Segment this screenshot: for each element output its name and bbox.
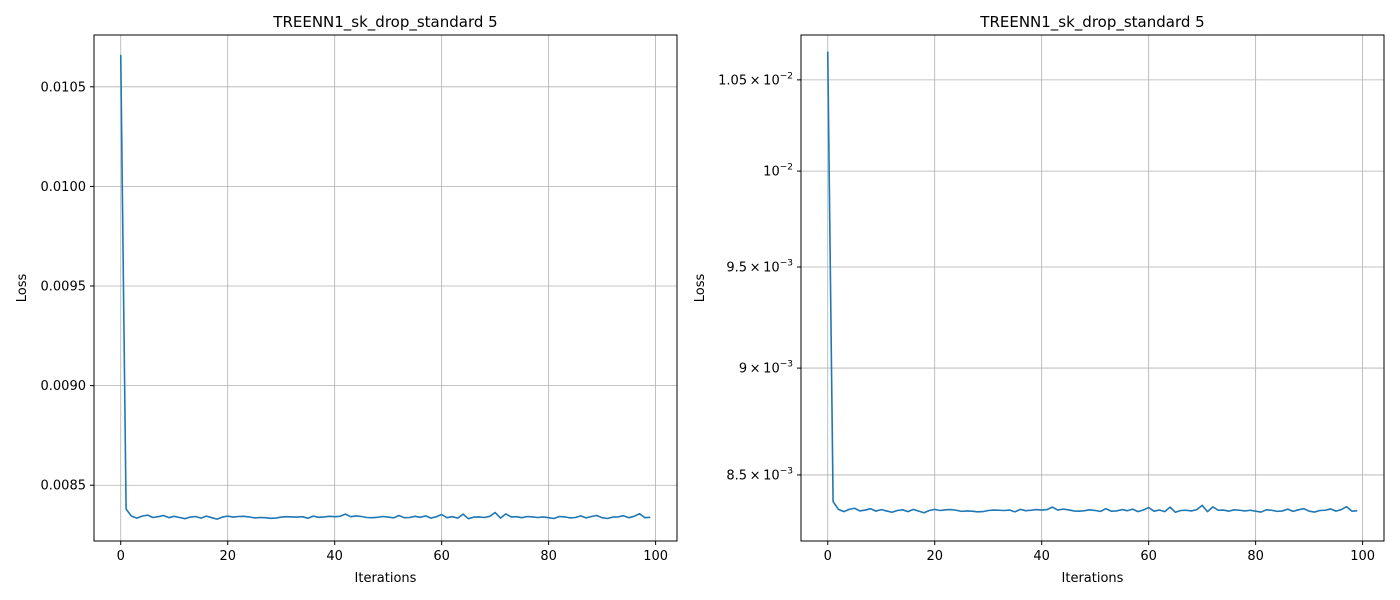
right-chart-plot-frame: [800, 34, 1385, 542]
left-chart-series-group: [119, 54, 651, 520]
left-chart-panel: 0 20 40 60 80 100 0.0085 0.0090 0.0095 0.0100 0.01…: [15, 13, 678, 586]
left-chart-x-tick-label: 0: [117, 549, 125, 564]
left-chart-title: TREENN1_sk_drop_standard 5: [272, 13, 497, 32]
right-chart-x-tick-label: 100: [1350, 549, 1375, 564]
right-chart-y-tick-label: 9 × 10−3: [739, 360, 793, 377]
left-chart-y-tick-label: 0.0085: [41, 479, 87, 494]
right-chart-series-group: [826, 51, 1358, 514]
right-chart-x-tick-label: 40: [1033, 549, 1050, 564]
left-chart-plot-frame: [93, 34, 678, 542]
left-chart-y-tick-label: 0.0105: [41, 80, 87, 95]
left-chart-y-tick-label: 0.0095: [41, 280, 87, 295]
left-chart-ticks: 0 20 40 60 80 100 0.0085 0.0090 0.0095 0.0100 0.01…: [41, 80, 669, 564]
right-chart-title: TREENN1_sk_drop_standard 5: [979, 13, 1204, 32]
right-chart-y-tick-label: 9.5 × 10−3: [726, 258, 793, 275]
right-chart-y-axis-label: Loss: [693, 274, 708, 303]
left-chart-x-tick-label: 20: [219, 549, 236, 564]
left-chart-x-tick-label: 60: [433, 549, 450, 564]
left-chart-x-axis-label: Iterations: [355, 571, 417, 586]
right-chart-y-tick-label: 1.05 × 10−2: [718, 71, 793, 88]
left-chart-loss-series-line: [119, 54, 651, 520]
left-chart-x-tick-label: 80: [540, 549, 557, 564]
right-chart-ticks: 0 20 40 60 80 100 8.5 × 10−3 9 × 10−3 9.5 × 10−3…: [718, 71, 1375, 564]
right-chart-y-tick-label: 8.5 × 10−3: [726, 466, 793, 483]
left-chart-y-tick-label: 0.0090: [41, 379, 87, 394]
right-chart-panel: 0 20 40 60 80 100 8.5 × 10−3 9 × 10−3 9.5 × 10−3…: [693, 13, 1385, 586]
right-chart-x-tick-label: 80: [1247, 549, 1264, 564]
left-chart-y-axis-label: Loss: [15, 274, 30, 303]
right-chart-loss-series-line: [826, 51, 1358, 514]
right-chart-x-tick-label: 60: [1140, 549, 1157, 564]
right-chart-y-tick-label: 10−2: [763, 163, 793, 180]
right-chart-x-axis-label: Iterations: [1062, 571, 1124, 586]
left-chart-grid: [94, 35, 677, 541]
right-chart-grid: [801, 35, 1384, 541]
right-chart-x-tick-label: 0: [824, 549, 832, 564]
left-chart-x-tick-label: 40: [326, 549, 343, 564]
right-chart-x-tick-label: 20: [926, 549, 943, 564]
left-chart-y-tick-label: 0.0100: [41, 180, 87, 195]
left-chart-x-tick-label: 100: [643, 549, 668, 564]
